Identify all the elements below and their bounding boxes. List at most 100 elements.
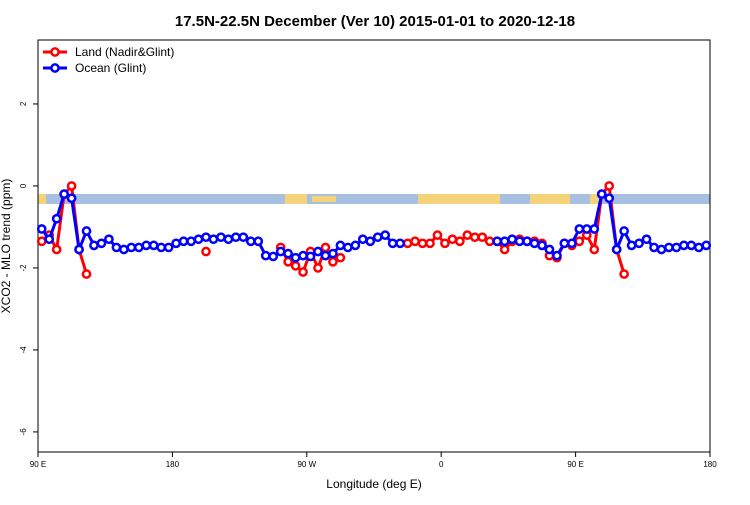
point	[238, 232, 249, 243]
point	[626, 240, 637, 251]
point	[126, 242, 137, 253]
point	[357, 234, 368, 245]
point	[387, 238, 398, 249]
legend-label: Land (Nadir&Glint)	[75, 45, 174, 59]
point	[253, 236, 264, 247]
point	[544, 244, 555, 255]
point	[111, 242, 122, 253]
point	[208, 234, 219, 245]
mask-land	[285, 194, 307, 204]
y-tick-label: -6	[19, 428, 28, 436]
point	[641, 234, 652, 245]
chart-title: 17.5N-22.5N December (Ver 10) 2015-01-01…	[175, 13, 575, 30]
point	[514, 236, 525, 247]
point	[559, 238, 570, 249]
point	[350, 240, 361, 251]
point	[664, 242, 674, 253]
point	[455, 236, 465, 247]
point	[581, 224, 592, 234]
point	[275, 246, 286, 257]
legend-marker	[50, 47, 60, 57]
mask-land	[530, 194, 570, 204]
point	[66, 193, 77, 204]
point	[298, 250, 308, 261]
point	[298, 267, 308, 277]
y-tick-label: -4	[19, 346, 28, 354]
point	[104, 234, 114, 245]
point	[193, 234, 204, 245]
point	[231, 232, 241, 243]
point	[320, 250, 331, 261]
x-tick-label: 90 E	[30, 460, 46, 469]
point	[201, 246, 211, 257]
point	[44, 234, 55, 245]
point	[156, 242, 167, 253]
point	[499, 236, 510, 247]
point	[447, 234, 458, 245]
point	[611, 244, 622, 255]
point	[686, 240, 697, 251]
point	[186, 236, 196, 247]
x-tick-label: 180	[166, 460, 180, 469]
point	[320, 242, 331, 253]
point	[477, 232, 488, 243]
point	[163, 242, 174, 253]
point	[313, 246, 323, 257]
point	[589, 244, 600, 255]
point	[260, 250, 271, 261]
y-tick-label: 2	[19, 101, 28, 106]
point	[499, 244, 510, 255]
point	[74, 244, 84, 255]
point	[619, 226, 629, 236]
point	[529, 238, 540, 249]
point	[96, 238, 107, 249]
point	[656, 244, 667, 255]
mask-land	[312, 196, 336, 202]
point	[81, 269, 92, 279]
point	[328, 256, 338, 267]
mask-land	[418, 194, 500, 204]
point	[649, 242, 659, 253]
mask-ocean	[38, 194, 710, 204]
mask-land	[38, 194, 46, 204]
point	[245, 236, 256, 247]
point	[313, 263, 323, 273]
point	[36, 224, 47, 234]
point	[290, 252, 301, 263]
point	[604, 193, 615, 204]
point	[380, 230, 391, 240]
point	[402, 238, 413, 249]
x-tick-label: 90 E	[567, 460, 583, 469]
y-tick-label: 0	[19, 183, 28, 188]
x-tick-label: 90 W	[297, 460, 316, 469]
point	[36, 236, 47, 247]
y-axis-label: XCO2 - MLO trend (ppm)	[0, 179, 13, 314]
point	[522, 236, 532, 247]
point	[425, 238, 435, 249]
x-axis-label: Longitude (deg E)	[326, 477, 421, 491]
point	[507, 234, 517, 245]
point	[410, 236, 420, 247]
point	[417, 238, 428, 249]
point	[148, 240, 159, 251]
point	[634, 238, 644, 249]
point	[589, 224, 600, 234]
point	[492, 236, 503, 247]
land-mask	[38, 194, 710, 204]
point	[59, 189, 69, 199]
point	[574, 224, 585, 234]
point	[395, 238, 405, 249]
point	[537, 240, 547, 251]
point	[365, 236, 376, 247]
x-tick-label: 180	[703, 460, 717, 469]
point	[567, 238, 577, 249]
point	[671, 242, 682, 253]
point	[66, 181, 77, 191]
point	[283, 248, 293, 259]
point	[89, 240, 99, 251]
point	[201, 232, 211, 243]
series	[36, 189, 712, 263]
point	[119, 244, 129, 255]
point	[679, 240, 689, 251]
